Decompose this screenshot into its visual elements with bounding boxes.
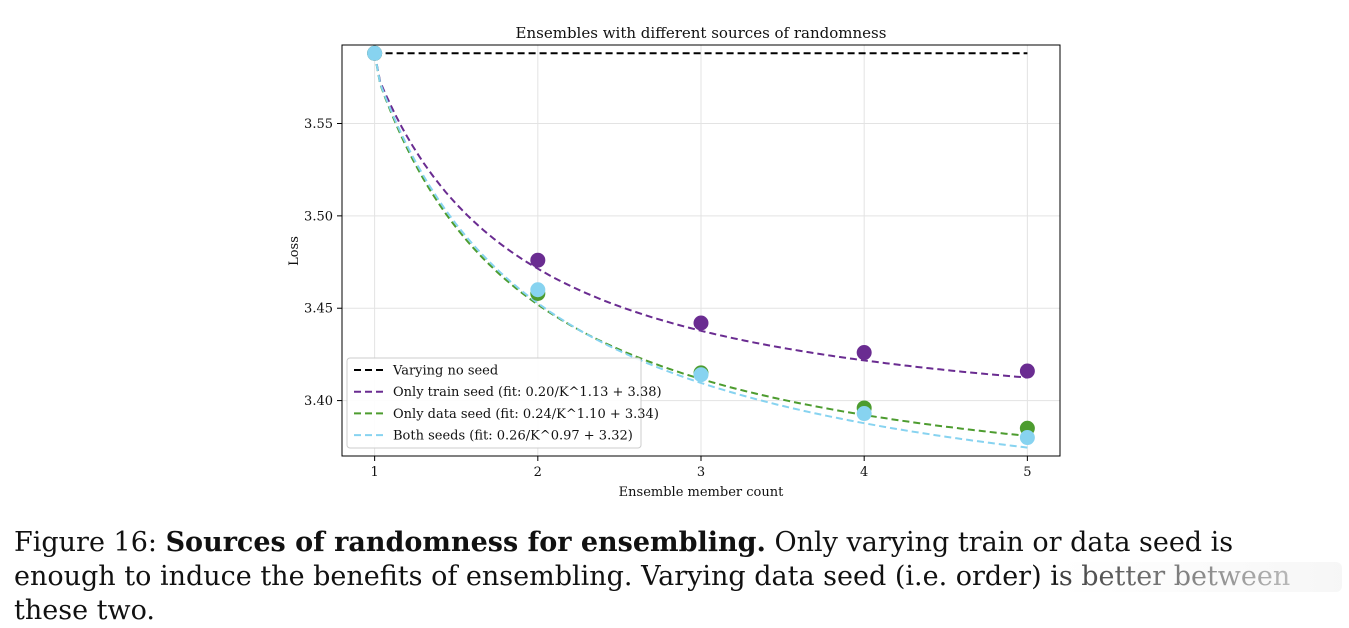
data-point xyxy=(367,45,383,61)
x-tick-label: 4 xyxy=(860,465,868,480)
legend-label: Only data seed (fit: 0.24/K^1.10 + 3.34) xyxy=(393,407,659,422)
x-tick-label: 3 xyxy=(697,465,705,480)
series-markers xyxy=(367,45,1035,446)
watermark xyxy=(1060,562,1342,592)
y-tick-label: 3.55 xyxy=(304,117,333,132)
y-tick-label: 3.50 xyxy=(304,209,333,224)
grid xyxy=(342,45,1060,456)
x-tick-label: 1 xyxy=(370,465,378,480)
legend-label: Both seeds (fit: 0.26/K^0.97 + 3.32) xyxy=(393,429,633,444)
axes: 1 2 3 4 5 3.40 3.45 3.50 3.55 xyxy=(304,117,1031,480)
data-point xyxy=(530,252,546,268)
legend: Varying no seed Only train seed (fit: 0.2… xyxy=(346,357,662,449)
legend-label: Varying no seed xyxy=(392,364,498,379)
chart: 1 2 3 4 5 3.40 3.45 3.50 3.55 Ensembles with dif… xyxy=(287,24,1061,500)
x-tick-label: 2 xyxy=(534,465,542,480)
y-tick-label: 3.40 xyxy=(304,394,333,409)
x-tick-label: 5 xyxy=(1023,465,1031,480)
caption-bold: Sources of randomness for ensembling. xyxy=(165,527,766,558)
legend-label: Only train seed (fit: 0.20/K^1.13 + 3.38… xyxy=(393,385,662,400)
data-point xyxy=(1019,363,1035,379)
data-point xyxy=(530,282,546,298)
series-line xyxy=(373,53,1028,449)
x-axis-label: Ensemble member count xyxy=(619,485,784,500)
y-axis-label: Loss xyxy=(287,236,302,266)
data-point xyxy=(1019,430,1035,446)
series-line xyxy=(373,53,1028,379)
legend-box xyxy=(346,357,642,449)
chart-title: Ensembles with different sources of rand… xyxy=(516,24,887,42)
data-point xyxy=(856,406,872,422)
data-point xyxy=(693,367,709,383)
caption-label: Figure 16: xyxy=(14,527,157,558)
data-point xyxy=(693,315,709,331)
series-layer xyxy=(367,45,1035,449)
y-tick-label: 3.45 xyxy=(304,302,333,317)
data-point xyxy=(856,345,872,361)
